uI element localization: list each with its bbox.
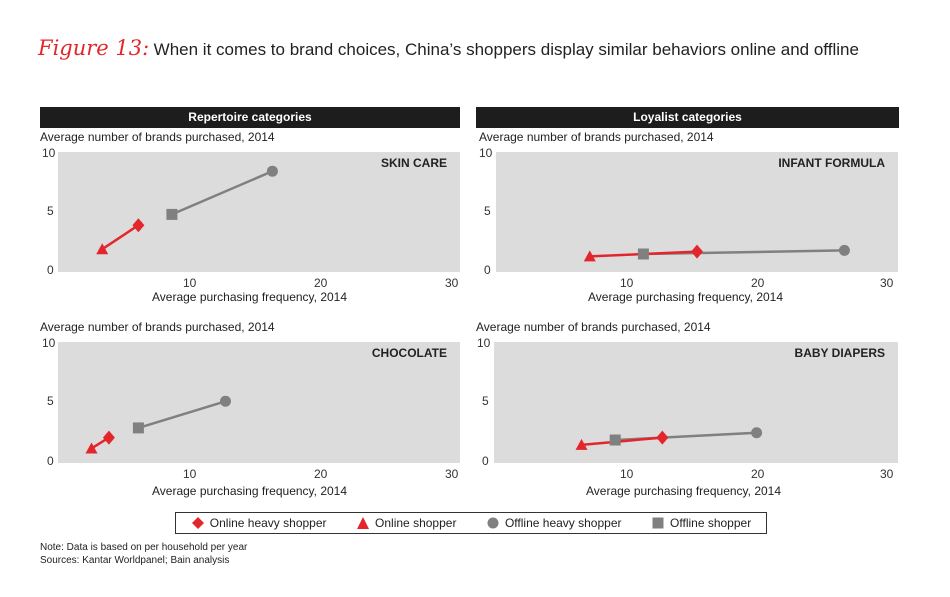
sources: Sources: Kantar Worldpanel; Bain analysi… [40, 555, 230, 566]
x-tick-label: 20 [314, 467, 328, 481]
x-tick-label: 20 [314, 276, 328, 290]
y-tick-label: 10 [42, 336, 56, 350]
x-tick-label: 30 [445, 467, 459, 481]
online-series-line [581, 436, 663, 447]
online-shopper-point [85, 442, 98, 454]
offline-heavy-shopper-point [838, 244, 850, 256]
y-axis-title: Average number of brands purchased, 2014 [476, 320, 711, 334]
offline-series-line [138, 400, 226, 430]
y-tick-label: 0 [484, 263, 491, 277]
legend-item-offline: Offline shopper [651, 516, 751, 530]
offline-heavy-shopper-point [220, 395, 231, 407]
offline-shopper-point [166, 208, 178, 220]
online-heavy-shopper-point [132, 218, 145, 233]
x-axis-title: Average purchasing frequency, 2014 [586, 484, 782, 498]
figure-label: Figure 13: [38, 36, 150, 60]
x-tick-label: 30 [880, 276, 894, 290]
y-tick-label: 10 [42, 146, 56, 160]
loyalist-header: Loyalist categories [476, 107, 899, 128]
legend-item-offline-heavy: Offline heavy shopper [486, 516, 622, 530]
online-shopper-point [575, 438, 588, 450]
online-heavy-shopper-point [102, 430, 115, 445]
y-axis-title: Average number of brands purchased, 2014 [40, 320, 275, 334]
chart-marks [85, 395, 231, 454]
plot-area: CHOCOLATE [58, 342, 460, 463]
x-tick-label: 20 [751, 467, 765, 481]
category-label: SKIN CARE [380, 156, 447, 170]
y-tick-label: 5 [47, 204, 54, 218]
plot-area: BABY DIAPERS [494, 342, 898, 463]
category-label: CHOCOLATE [371, 346, 447, 360]
y-axis-title: Average number of brands purchased, 2014 [479, 130, 714, 144]
legend-label: Offline heavy shopper [504, 516, 622, 530]
y-tick-label: 0 [47, 454, 54, 468]
triangle-icon [357, 517, 370, 529]
y-tick-label: 10 [479, 146, 493, 160]
offline-series-line [171, 170, 273, 216]
figure-title: Figure 13: When it comes to brand choice… [38, 36, 859, 60]
x-tick-label: 20 [751, 276, 765, 290]
x-tick-label: 10 [183, 467, 197, 481]
footnote: Note: Data is based on per household per… [40, 542, 248, 553]
chart-marks [575, 427, 763, 450]
x-axis-title: Average purchasing frequency, 2014 [152, 290, 348, 304]
offline-shopper-point [637, 248, 649, 260]
diamond-icon [191, 517, 204, 529]
figure-title-text: When it comes to brand choices, China’s … [153, 40, 859, 59]
category-label: INFANT FORMULA [778, 156, 885, 170]
legend-label: Online heavy shopper [209, 516, 327, 530]
y-tick-label: 0 [47, 263, 54, 277]
square-icon [652, 517, 664, 529]
legend-label: Offline shopper [670, 516, 752, 530]
legend-label: Online shopper [375, 516, 457, 530]
online-series-line [101, 224, 140, 251]
repertoire-header: Repertoire categories [40, 107, 460, 128]
x-tick-label: 30 [445, 276, 459, 290]
online-heavy-shopper-point [691, 244, 703, 259]
legend: Online heavy shopper Online shopper Offl… [175, 512, 767, 534]
x-axis-title: Average purchasing frequency, 2014 [152, 484, 348, 498]
y-tick-label: 0 [482, 454, 489, 468]
legend-item-online-heavy: Online heavy shopper [191, 516, 327, 530]
y-tick-label: 5 [482, 394, 489, 408]
offline-heavy-shopper-point [751, 427, 763, 439]
x-tick-label: 30 [880, 467, 894, 481]
x-tick-label: 10 [183, 276, 197, 290]
y-axis-title: Average number of brands purchased, 2014 [40, 130, 275, 144]
chart-marks [583, 244, 850, 262]
category-label: BABY DIAPERS [794, 346, 885, 360]
y-tick-label: 5 [47, 394, 54, 408]
chart-marks [96, 165, 278, 255]
offline-shopper-point [132, 422, 144, 434]
online-shopper-point [96, 243, 109, 255]
y-tick-label: 5 [484, 204, 491, 218]
x-axis-title: Average purchasing frequency, 2014 [588, 290, 784, 304]
online-heavy-shopper-point [656, 430, 669, 445]
y-tick-label: 10 [477, 336, 491, 350]
x-tick-label: 10 [620, 276, 634, 290]
legend-item-online: Online shopper [356, 516, 456, 530]
plot-area: SKIN CARE [58, 152, 460, 272]
circle-icon [487, 517, 499, 529]
x-tick-label: 10 [620, 467, 634, 481]
offline-heavy-shopper-point [266, 165, 278, 177]
online-shopper-point [583, 250, 596, 262]
offline-shopper-point [609, 434, 621, 446]
